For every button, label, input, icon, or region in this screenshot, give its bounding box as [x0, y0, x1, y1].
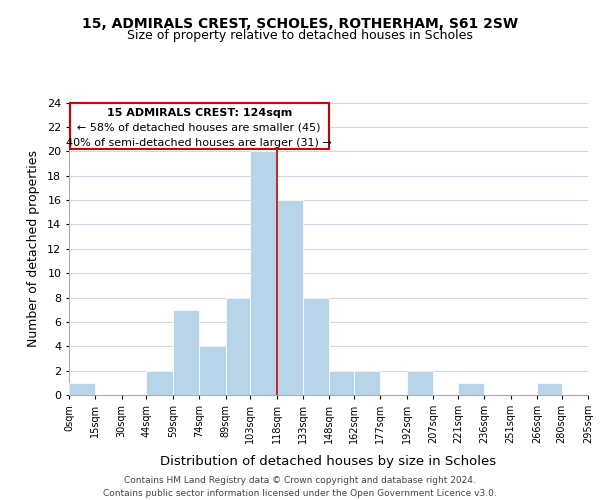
Text: 15, ADMIRALS CREST, SCHOLES, ROTHERHAM, S61 2SW: 15, ADMIRALS CREST, SCHOLES, ROTHERHAM, … — [82, 18, 518, 32]
Text: Size of property relative to detached houses in Scholes: Size of property relative to detached ho… — [127, 29, 473, 42]
Text: 40% of semi-detached houses are larger (31) →: 40% of semi-detached houses are larger (… — [67, 138, 332, 148]
Bar — [69, 383, 95, 395]
Text: 15 ADMIRALS CREST: 124sqm: 15 ADMIRALS CREST: 124sqm — [107, 108, 292, 118]
Bar — [458, 383, 484, 395]
Bar — [277, 200, 303, 395]
Bar — [226, 298, 250, 395]
Text: ← 58% of detached houses are smaller (45): ← 58% of detached houses are smaller (45… — [77, 122, 321, 132]
Bar — [173, 310, 199, 395]
FancyBboxPatch shape — [70, 102, 329, 149]
Bar — [407, 370, 433, 395]
Bar — [250, 152, 277, 395]
X-axis label: Distribution of detached houses by size in Scholes: Distribution of detached houses by size … — [160, 454, 497, 468]
Y-axis label: Number of detached properties: Number of detached properties — [27, 150, 40, 348]
Text: Contains public sector information licensed under the Open Government Licence v3: Contains public sector information licen… — [103, 489, 497, 498]
Bar — [588, 383, 600, 395]
Bar — [199, 346, 226, 395]
Bar — [303, 298, 329, 395]
Bar — [146, 370, 173, 395]
Bar — [329, 370, 354, 395]
Bar — [354, 370, 380, 395]
Bar — [537, 383, 562, 395]
Text: Contains HM Land Registry data © Crown copyright and database right 2024.: Contains HM Land Registry data © Crown c… — [124, 476, 476, 485]
